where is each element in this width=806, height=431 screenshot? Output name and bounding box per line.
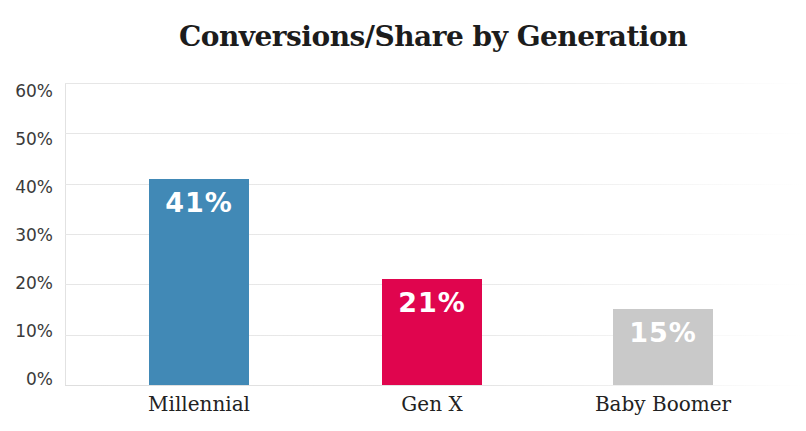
plot-area: 41% 21% 15% xyxy=(65,83,806,385)
bar-value-label: 21% xyxy=(382,287,482,318)
y-axis-tick-label: 40% xyxy=(0,177,53,197)
bar-value-label: 41% xyxy=(149,187,249,218)
bar-value-label: 15% xyxy=(613,317,713,348)
x-axis-label: Millennial xyxy=(89,391,309,417)
bar-chart: Conversions/Share by Generation 60% 50% 40… xyxy=(0,0,806,431)
x-axis-line xyxy=(65,385,806,386)
y-axis-tick-label: 60% xyxy=(0,81,53,101)
bar-gen-x: 21% xyxy=(382,279,482,385)
bar-millennial: 41% xyxy=(149,179,249,385)
bar-baby-boomer: 15% xyxy=(613,309,713,385)
y-axis-tick-label: 30% xyxy=(0,225,53,245)
y-axis-tick-label: 20% xyxy=(0,273,53,293)
chart-title: Conversions/Share by Generation xyxy=(60,20,806,54)
x-axis-label: Baby Boomer xyxy=(553,391,773,417)
gridline xyxy=(65,83,806,84)
gridline xyxy=(65,133,806,134)
y-axis: 60%50%40%30%20%10%0% xyxy=(0,83,53,385)
y-axis-tick-label: 0% xyxy=(0,369,53,389)
x-axis-label: Gen X xyxy=(322,391,542,417)
y-axis-tick-label: 10% xyxy=(0,321,53,341)
y-axis-tick-label: 50% xyxy=(0,129,53,149)
